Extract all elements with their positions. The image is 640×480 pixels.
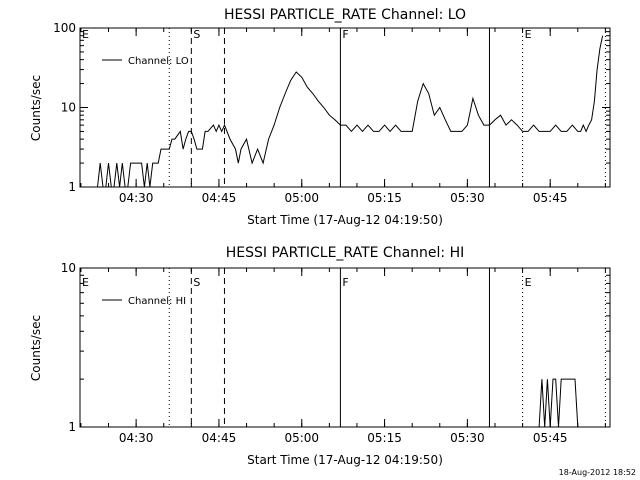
- x-tick-label: 05:00: [284, 431, 319, 445]
- event-marker-label: F: [342, 276, 348, 289]
- y-tick-label: 1: [68, 180, 76, 194]
- x-tick-label: 05:45: [533, 191, 568, 205]
- chart-title: HESSI PARTICLE_RATE Channel: HI: [226, 245, 464, 261]
- plot-frame: [79, 267, 611, 428]
- event-marker-label: E: [525, 28, 532, 41]
- hi-channel-panel: HESSI PARTICLE_RATE Channel: HI 04:30 04:4…: [29, 245, 611, 467]
- lo-channel-panel: HESSI PARTICLE_RATE Channel: LO 04:30 04:4…: [29, 7, 611, 227]
- y-tick-label: 10: [61, 261, 76, 275]
- event-marker-label: S: [193, 276, 200, 289]
- series-line: [97, 35, 604, 188]
- y-tick-label: 10: [61, 101, 76, 115]
- y-axis-label: Counts/sec: [29, 75, 43, 141]
- footer-timestamp: 18-Aug-2012 18:52: [559, 468, 636, 477]
- x-tick-label: 04:45: [202, 431, 237, 445]
- x-tick-label: 04:45: [202, 191, 237, 205]
- series-line: [538, 378, 584, 428]
- event-marker-label: E: [82, 28, 89, 41]
- x-axis-label: Start Time (17-Aug-12 04:19:50): [247, 213, 443, 227]
- plot-frame: [79, 27, 611, 188]
- x-tick-label: 04:30: [119, 191, 154, 205]
- event-marker-label: E: [82, 276, 89, 289]
- x-tick-label: 05:00: [284, 191, 319, 205]
- x-tick-label: 05:15: [367, 191, 402, 205]
- x-tick-label: 05:30: [450, 191, 485, 205]
- x-tick-label: 05:15: [367, 431, 402, 445]
- x-tick-label: 05:30: [450, 431, 485, 445]
- x-tick-label: 05:45: [533, 431, 568, 445]
- event-marker-label: S: [193, 28, 200, 41]
- event-marker-label: E: [525, 276, 532, 289]
- y-tick-label: 100: [53, 21, 76, 35]
- y-tick-label: 1: [68, 420, 76, 434]
- y-axis-label: Counts/sec: [29, 315, 43, 381]
- event-marker-label: F: [342, 28, 348, 41]
- x-tick-label: 04:30: [119, 431, 154, 445]
- legend-label: Channel: HI: [128, 296, 186, 307]
- legend-label: Channel: LO: [128, 56, 189, 67]
- x-axis-label: Start Time (17-Aug-12 04:19:50): [247, 453, 443, 467]
- chart-title: HESSI PARTICLE_RATE Channel: LO: [224, 7, 466, 23]
